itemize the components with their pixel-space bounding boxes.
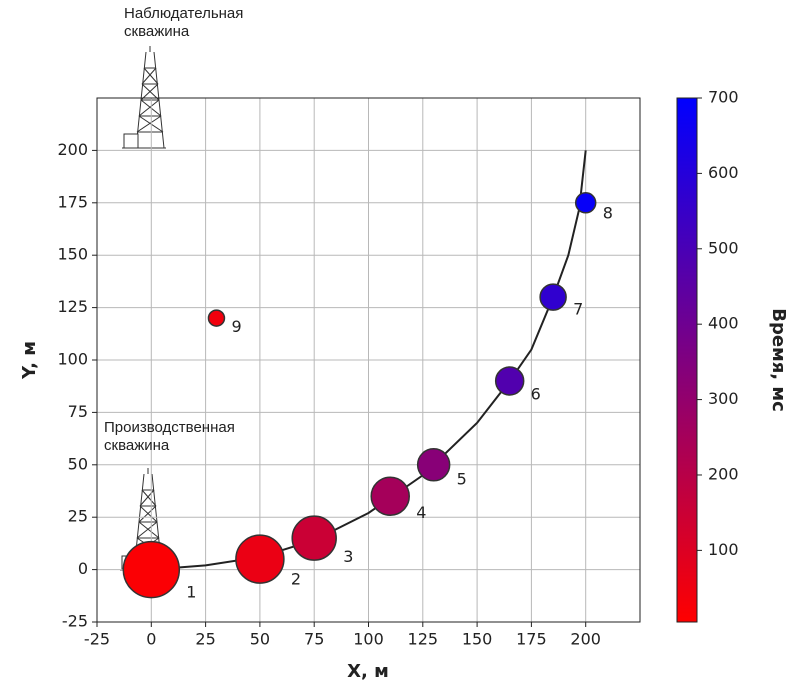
x-tick-label: 75 [304, 630, 324, 649]
event-bubble [235, 534, 285, 584]
colorbar-tick-label: 500 [708, 238, 739, 257]
x-axis-label: X, м [347, 661, 389, 682]
colorbar-tick-label: 600 [708, 163, 739, 182]
x-tick-label: 50 [250, 630, 270, 649]
annotation: Производственная скважина [104, 419, 235, 454]
y-tick-label: 100 [57, 350, 88, 369]
y-tick-label: 50 [68, 454, 88, 473]
y-tick-label: 200 [57, 140, 88, 159]
event-bubble [494, 366, 525, 396]
event-bubble [539, 283, 567, 311]
point-label: 9 [231, 317, 241, 336]
y-tick-label: 175 [57, 192, 88, 211]
point-label: 2 [291, 569, 301, 588]
y-tick-label: 25 [68, 507, 88, 526]
y-axis-label: Y, м [19, 341, 40, 380]
point-label: 7 [573, 300, 583, 319]
colorbar-tick-label: 100 [708, 540, 739, 559]
x-tick-label: 100 [353, 630, 384, 649]
colorbar-tick-label: 200 [708, 464, 739, 483]
point-label: 4 [416, 503, 426, 522]
event-bubble [207, 309, 226, 327]
point-label: 3 [343, 547, 353, 566]
x-tick-label: 25 [195, 630, 215, 649]
event-bubble [370, 476, 410, 516]
y-tick-label: 75 [68, 402, 88, 421]
event-bubble [574, 192, 597, 214]
x-tick-label: -25 [84, 630, 110, 649]
x-tick-label: 150 [462, 630, 493, 649]
colorbar-tick-label: 300 [708, 389, 739, 408]
point-label: 8 [603, 203, 613, 222]
y-tick-label: 0 [78, 559, 88, 578]
colorbar-tick-label: 400 [708, 314, 739, 333]
well-icon [121, 45, 167, 149]
x-tick-label: 200 [570, 630, 601, 649]
y-tick-label: -25 [62, 612, 88, 631]
point-label: 6 [531, 384, 541, 403]
point-label: 5 [457, 470, 467, 489]
point-label: 1 [186, 583, 196, 602]
x-tick-label: 125 [408, 630, 439, 649]
colorbar-tick-label: 700 [708, 88, 739, 107]
event-bubble [416, 448, 451, 482]
x-tick-label: 0 [146, 630, 156, 649]
colorbar [676, 97, 698, 623]
annotation: Наблюдательная скважина [124, 5, 243, 40]
event-bubble [291, 515, 337, 561]
plot-area [96, 98, 640, 623]
y-tick-label: 125 [57, 297, 88, 316]
y-tick-label: 150 [57, 245, 88, 264]
x-tick-label: 175 [516, 630, 547, 649]
colorbar-label: Время, мс [768, 308, 789, 412]
event-bubble [122, 540, 181, 599]
